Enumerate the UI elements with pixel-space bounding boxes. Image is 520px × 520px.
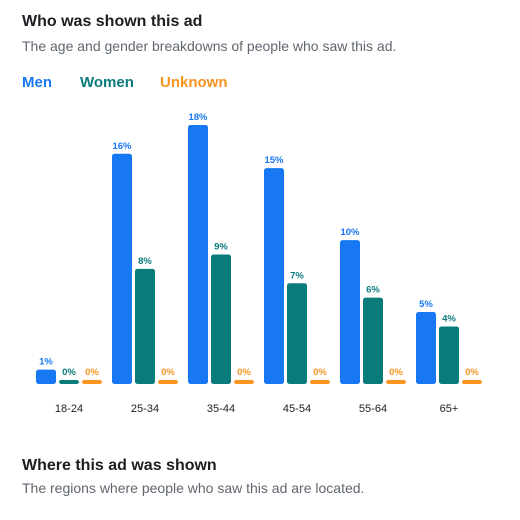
data-label-unknown-35-44: 0% (237, 367, 251, 378)
bar-women-55-64[interactable] (363, 297, 383, 384)
bar-men-55-64[interactable] (340, 240, 360, 384)
data-label-unknown-55-64: 0% (389, 367, 403, 378)
data-label-women-18-24: 0% (62, 367, 76, 378)
bar-unknown-18-24[interactable] (82, 380, 102, 384)
category-label-25-34: 25-34 (131, 403, 159, 415)
bar-women-65+[interactable] (439, 326, 459, 384)
data-label-men-25-34: 16% (112, 141, 132, 152)
section-subtitle-regions: The regions where people who saw this ad… (22, 480, 365, 496)
data-label-men-65+: 5% (419, 299, 433, 310)
category-label-55-64: 55-64 (359, 403, 387, 415)
data-label-unknown-65+: 0% (465, 367, 479, 378)
category-label-65+: 65+ (440, 403, 459, 415)
category-label-35-44: 35-44 (207, 403, 235, 415)
section-title-regions: Where this ad was shown (22, 457, 217, 474)
bar-men-25-34[interactable] (112, 153, 132, 384)
age-gender-bar-chart: 1% 0% 0% 18-24 16% 8% 0% 25-34 18% 9% 0% 35-44 15% 7%… (36, 112, 482, 415)
data-label-women-55-64: 6% (366, 285, 380, 296)
data-label-women-25-34: 8% (138, 256, 152, 267)
section-title-demographics: Who was shown this ad (22, 13, 203, 30)
data-label-men-45-54: 15% (264, 155, 284, 166)
data-label-women-65+: 4% (442, 313, 456, 324)
data-label-women-45-54: 7% (290, 270, 304, 281)
bar-unknown-65+[interactable] (462, 380, 482, 384)
bar-unknown-55-64[interactable] (386, 380, 406, 384)
data-label-unknown-18-24: 0% (85, 367, 99, 378)
bar-women-25-34[interactable] (135, 268, 155, 384)
legend-item-men[interactable]: Men (22, 74, 52, 91)
bar-women-45-54[interactable] (287, 283, 307, 384)
bar-unknown-25-34[interactable] (158, 380, 178, 384)
data-label-unknown-45-54: 0% (313, 367, 327, 378)
section-subtitle-demographics: The age and gender breakdowns of people … (22, 38, 397, 54)
category-label-18-24: 18-24 (55, 403, 83, 415)
bar-men-18-24[interactable] (36, 369, 56, 384)
bar-unknown-45-54[interactable] (310, 380, 330, 384)
legend-item-women[interactable]: Women (80, 74, 134, 91)
legend-item-unknown[interactable]: Unknown (160, 74, 228, 91)
data-label-men-35-44: 18% (188, 112, 208, 123)
data-label-unknown-25-34: 0% (161, 367, 175, 378)
data-label-men-18-24: 1% (39, 357, 53, 368)
category-label-45-54: 45-54 (283, 403, 311, 415)
data-label-women-35-44: 9% (214, 242, 228, 253)
bar-women-35-44[interactable] (211, 254, 231, 385)
bar-men-35-44[interactable] (188, 125, 208, 384)
bar-men-65+[interactable] (416, 312, 436, 384)
bar-unknown-35-44[interactable] (234, 380, 254, 384)
bar-men-45-54[interactable] (264, 168, 284, 384)
bar-women-18-24[interactable] (59, 380, 79, 384)
data-label-men-55-64: 10% (340, 227, 360, 238)
